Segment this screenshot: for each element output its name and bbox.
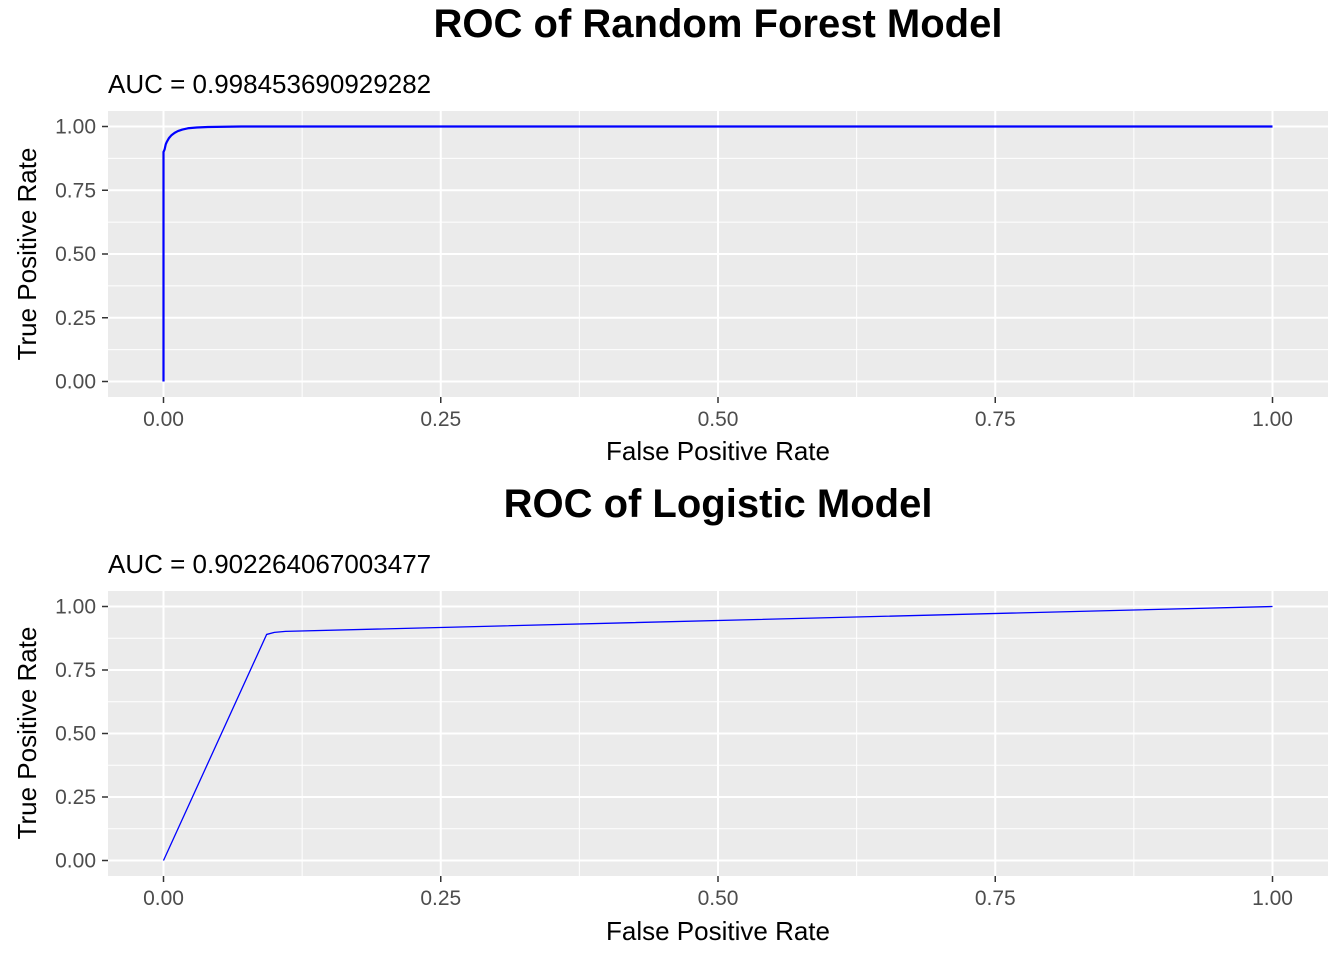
x-tick-label: 0.25 bbox=[420, 408, 461, 431]
plot-panel: 0.00 0.25 0.50 0.75 1.00 0.00 0.25 0.50 0.75 1.00 bbox=[55, 591, 1328, 910]
x-tick-label: 1.00 bbox=[1252, 887, 1293, 910]
chart-title: ROC of Logistic Model bbox=[504, 482, 933, 526]
y-axis-title: True Positive Rate bbox=[12, 148, 42, 361]
x-tick-label: 0.25 bbox=[420, 887, 461, 910]
x-tick-label: 0.00 bbox=[143, 408, 184, 431]
x-tick-label: 0.50 bbox=[698, 408, 739, 431]
plot-panel: 0.00 0.25 0.50 0.75 1.00 0.00 0.25 0.50 0.75 1.00 bbox=[55, 111, 1328, 431]
chart-subtitle: AUC = 0.902264067003477 bbox=[108, 549, 431, 579]
chart-title: ROC of Random Forest Model bbox=[434, 2, 1003, 46]
y-tick-label: 0.50 bbox=[55, 723, 96, 746]
x-axis-title: False Positive Rate bbox=[606, 916, 830, 946]
y-tick-label: 0.25 bbox=[55, 786, 96, 809]
roc-curve-line bbox=[162, 125, 1273, 382]
y-tick-label: 1.00 bbox=[55, 116, 96, 139]
x-tick-label: 0.75 bbox=[975, 887, 1016, 910]
x-tick-label: 0.50 bbox=[698, 887, 739, 910]
x-tick-label: 0.00 bbox=[143, 887, 184, 910]
roc-curve-line bbox=[162, 605, 1273, 861]
y-tick-label: 0.50 bbox=[55, 243, 96, 266]
y-tick-label: 0.00 bbox=[55, 371, 96, 394]
y-tick-label: 0.75 bbox=[55, 179, 96, 202]
roc-logistic-chart: ROC of Logistic Model AUC = 0.9022640670… bbox=[12, 482, 1328, 946]
y-tick-label: 0.25 bbox=[55, 307, 96, 330]
y-tick-label: 1.00 bbox=[55, 596, 96, 619]
x-tick-label: 1.00 bbox=[1252, 408, 1293, 431]
chart-subtitle: AUC = 0.998453690929282 bbox=[108, 69, 431, 99]
y-tick-label: 0.00 bbox=[55, 850, 96, 873]
y-tick-label: 0.75 bbox=[55, 659, 96, 682]
y-axis-title: True Positive Rate bbox=[12, 627, 42, 840]
x-axis-title: False Positive Rate bbox=[606, 436, 830, 466]
x-tick-label: 0.75 bbox=[975, 408, 1016, 431]
roc-random-forest-chart: ROC of Random Forest Model AUC = 0.99845… bbox=[12, 2, 1328, 466]
